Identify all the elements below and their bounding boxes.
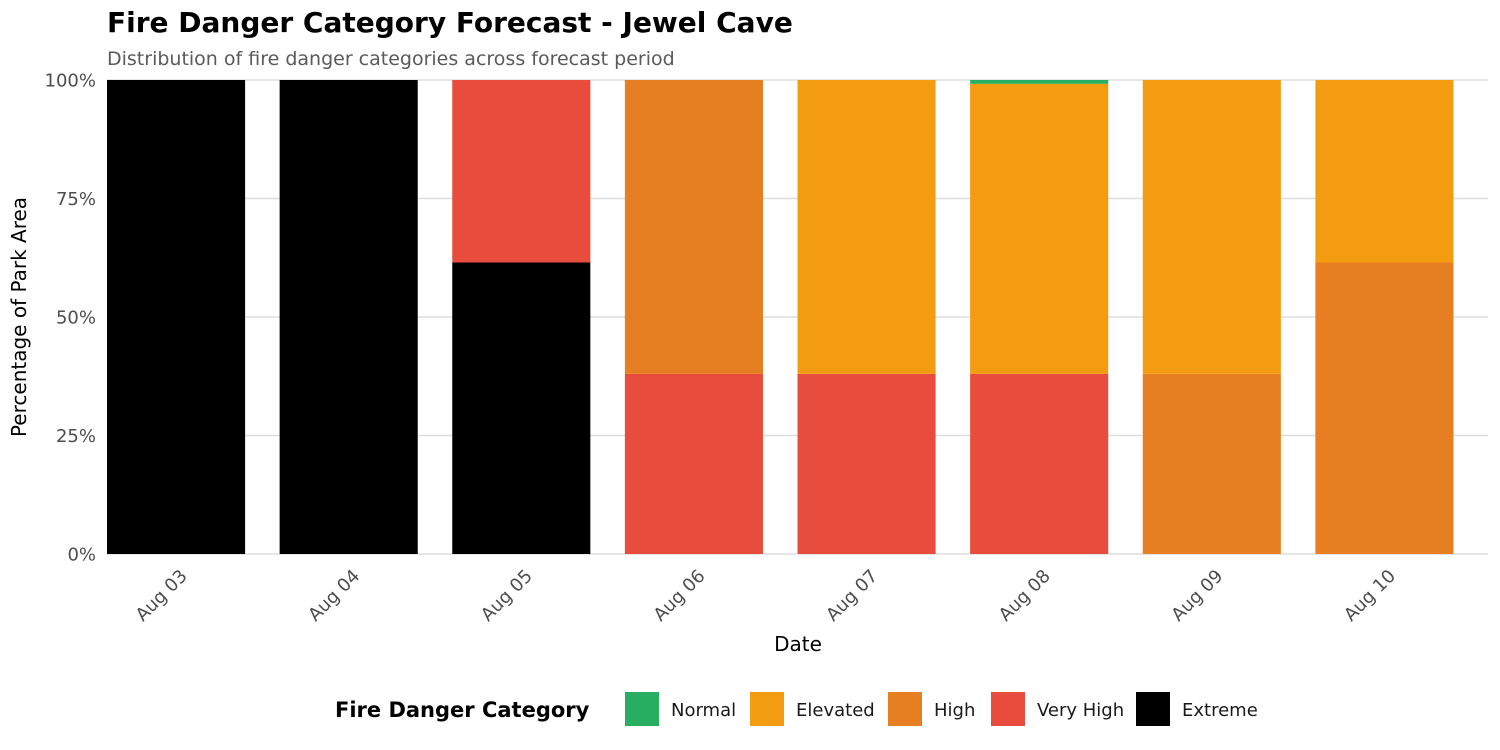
x-tick-label: Aug 08	[995, 566, 1055, 626]
legend-label: Elevated	[796, 700, 875, 721]
stacked-bars	[107, 80, 1454, 554]
bar-segment	[970, 373, 1109, 554]
x-tick-label: Aug 10	[1340, 566, 1400, 626]
x-tick-label: Aug 07	[822, 566, 882, 626]
x-tick-label: Aug 09	[1167, 566, 1227, 626]
x-tick-label: Aug 05	[477, 566, 537, 626]
bar-segment	[970, 80, 1109, 84]
y-tick-label: 50%	[56, 308, 96, 329]
legend-label: High	[934, 700, 975, 721]
x-axis-ticks: Aug 03 Aug 04 Aug 05 Aug 06 Aug 07 Aug 08 Aug …	[132, 566, 1400, 626]
bar-segment	[797, 373, 936, 554]
bar-segment	[624, 80, 763, 374]
legend-key	[750, 692, 784, 726]
bar-segment	[452, 262, 591, 554]
y-axis-ticks: 0% 25% 50% 75% 100%	[45, 71, 96, 566]
bar-segment	[452, 80, 591, 263]
y-axis-title: Percentage of Park Area	[7, 197, 31, 437]
chart-subtitle: Distribution of fire danger categories a…	[107, 48, 675, 70]
bar-segment	[279, 80, 418, 554]
bar-segment	[1315, 80, 1454, 263]
x-tick-label: Aug 04	[304, 566, 364, 626]
bar-segment	[1315, 262, 1454, 554]
legend: Fire Danger Category Normal Elevated High V…	[335, 692, 1258, 726]
legend-title: Fire Danger Category	[335, 698, 590, 722]
bar-segment	[1142, 373, 1281, 554]
y-tick-label: 25%	[56, 426, 96, 447]
legend-label: Extreme	[1182, 700, 1258, 721]
legend-key	[1136, 692, 1170, 726]
bar-segment	[624, 373, 763, 554]
legend-key	[888, 692, 922, 726]
bar-segment	[970, 83, 1109, 374]
bar-segment	[797, 80, 936, 374]
bar-segment	[107, 80, 246, 554]
legend-label: Very High	[1037, 700, 1124, 721]
legend-key	[991, 692, 1025, 726]
legend-label: Normal	[671, 700, 736, 721]
y-tick-label: 100%	[45, 71, 96, 92]
x-tick-label: Aug 03	[132, 566, 192, 626]
x-tick-label: Aug 06	[650, 566, 710, 626]
chart-title: Fire Danger Category Forecast - Jewel Ca…	[107, 6, 793, 39]
y-tick-label: 0%	[67, 545, 96, 566]
x-axis-title: Date	[774, 632, 822, 656]
bar-segment	[1142, 80, 1281, 374]
y-tick-label: 75%	[56, 189, 96, 210]
legend-key	[625, 692, 659, 726]
